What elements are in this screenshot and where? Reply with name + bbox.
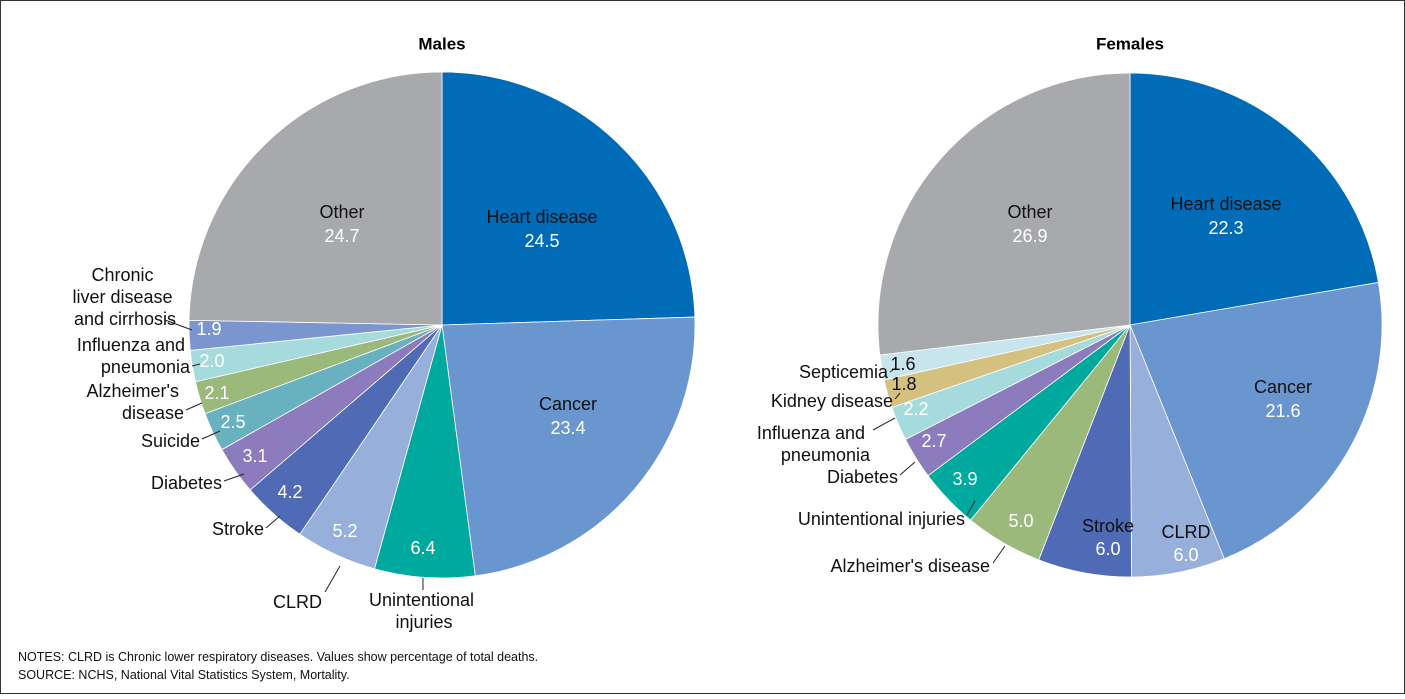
pie-slice [441,316,696,577]
value-label: 24.5 [524,231,559,251]
leader-line [872,417,896,431]
value-label: 2.0 [199,351,224,371]
category-label: Other [1007,202,1052,222]
pie-slice [441,71,696,326]
value-label: 2.5 [220,412,245,432]
value-label: 1.9 [196,319,221,339]
value-label: 2.1 [204,383,229,403]
leader-line [899,461,916,476]
value-label: 24.7 [324,226,359,246]
value-label: 6.4 [410,538,435,558]
value-label: 2.2 [903,399,928,419]
category-label: Influenza and pneumonia [77,335,191,377]
value-label: 23.4 [550,418,585,438]
category-label: Chronic liver disease and cirrhosis [72,265,177,329]
category-label: Heart disease [1170,194,1281,214]
category-label: Unintentional injuries [798,509,965,529]
category-label: Heart disease [486,207,597,227]
leader-line [185,402,203,411]
leader-line [894,392,901,400]
value-label: 21.6 [1265,401,1300,421]
leader-line [201,430,221,440]
category-label: Cancer [539,394,597,414]
value-label: 5.0 [1008,511,1033,531]
value-label: 26.9 [1012,226,1047,246]
leader-line [265,515,281,529]
leader-line [889,367,897,373]
leader-line [992,545,1006,564]
value-label: 6.0 [1095,539,1120,559]
category-label: Diabetes [151,473,222,493]
leader-line [191,363,201,367]
value-label: 1.8 [891,374,916,394]
source: SOURCE: NCHS, National Vital Statistics … [18,668,350,682]
pie-slice [188,71,443,326]
value-label: 3.9 [952,469,977,489]
value-label: 1.6 [890,354,915,374]
chart-title: Males [418,34,465,53]
category-label: Stroke [1082,516,1134,536]
pie-slice [1129,281,1383,560]
category-label: Alzheimer's disease [87,381,184,423]
category-label: Septicemia [799,362,889,382]
category-label: Alzheimer's disease [830,556,990,576]
category-label: Suicide [141,431,200,451]
value-label: 22.3 [1208,218,1243,238]
pie-slice [877,72,1131,356]
category-label: Kidney disease [771,391,893,411]
category-label: Cancer [1254,377,1312,397]
leader-line [164,319,193,331]
category-label: CLRD [1161,522,1210,542]
category-label: Diabetes [827,467,898,487]
pie-slice [1129,72,1379,326]
value-label: 4.2 [277,482,302,502]
leader-line [966,500,976,516]
notes: NOTES: CLRD is Chronic lower respiratory… [18,650,538,664]
leader-line [324,565,341,593]
value-label: 2.7 [921,431,946,451]
value-label: 6.0 [1173,545,1198,565]
value-label: 3.1 [242,446,267,466]
category-label: Influenza and pneumonia [757,423,871,465]
category-label: Unintentional injuries [369,590,479,632]
value-label: 5.2 [332,521,357,541]
category-label: Stroke [212,519,264,539]
chart-title: Females [1096,34,1164,53]
category-label: Other [319,202,364,222]
leader-line [223,473,245,482]
category-label: CLRD [273,592,322,612]
